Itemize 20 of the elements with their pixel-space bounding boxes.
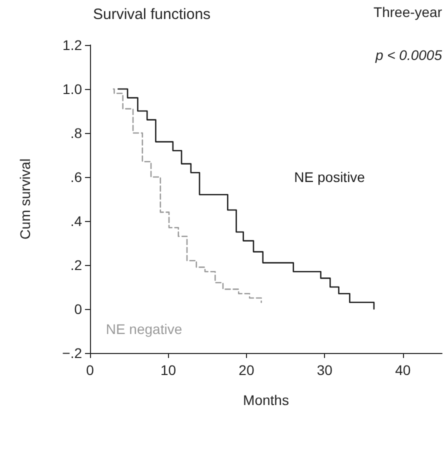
y-tick-label: 0 [74,301,82,317]
y-tick-label: −.2 [62,345,82,361]
y-tick-label: .4 [70,213,82,229]
y-tick-label: 1.2 [62,37,82,53]
x-axis-title: Months [243,392,289,408]
y-tick-label: .6 [70,169,82,185]
text: Three-year [374,4,442,20]
x-tick-label: 30 [316,362,333,378]
text: NE negative [106,320,182,337]
text: NE positive [294,169,366,185]
y-tick-label: .2 [70,257,82,273]
y-axis-title: Cum survival [17,158,33,240]
y-tick-label: .8 [70,125,82,141]
x-tick-label: 10 [160,362,176,378]
y-tick-label: 1.0 [62,81,82,97]
annotation: p < 0.0005 [374,47,442,63]
x-tick-label: 20 [238,362,254,378]
x-tick-label: 0 [86,362,94,378]
chart-title: Survival functions [93,6,211,23]
x-tick-label: 40 [395,362,411,378]
